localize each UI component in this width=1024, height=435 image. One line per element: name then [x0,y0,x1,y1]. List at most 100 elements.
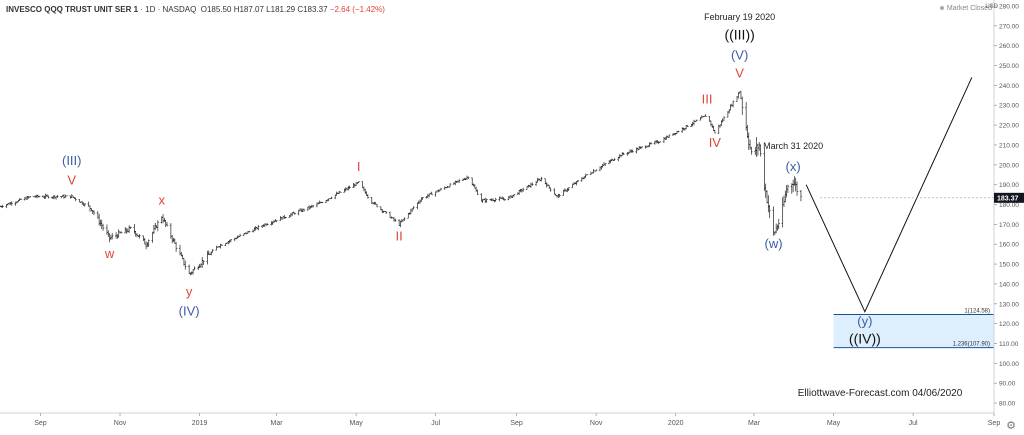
ohlc-bar [426,193,430,199]
ohlc-bar [315,202,319,208]
ohlc-bar [581,176,585,180]
ohlc-bar [352,183,355,188]
ohlc-bar [639,146,642,149]
ohlc-bar [154,222,157,231]
ohlc-bar [799,189,803,202]
ohlc-bar [503,198,507,201]
ohlc-bar [281,215,285,220]
ohlc-bar [344,187,347,192]
projection-line [805,77,973,313]
ohlc-bar [116,234,119,239]
ohlc-bar [365,191,368,196]
y-tick-label: 90.00 [999,381,1016,388]
ohlc-bar [334,194,337,200]
y-tick-label: 150.00 [999,262,1019,269]
ohlc-bar [592,169,595,174]
ohlc-bar [105,224,109,235]
ohlc-bar [667,134,671,138]
ohlc-bar [662,136,666,143]
ohlc-bar [156,220,160,232]
ohlc-bar [215,245,218,251]
ohlc-bar [546,183,550,187]
ohlc-bar [776,224,779,231]
x-tick-label: 2019 [192,420,208,427]
ohlc-bar [412,206,415,210]
ohlc-bar [418,199,422,204]
ohlc-bar [720,120,723,127]
ohlc-bar [200,256,204,268]
ohlc-bar [92,210,96,216]
fib-level-label: 1.236(107.90) [953,342,990,348]
ohlc-bar [220,244,223,246]
ohlc-bar [15,201,19,204]
ohlc-bar [347,185,350,191]
ohlc-bar [610,158,613,162]
annotation-text: February 19 2020 [704,12,775,22]
y-tick-label: 240.00 [999,83,1019,90]
ohlc-bar [583,176,586,179]
ohlc-bar [174,241,178,252]
y-tick-label: 280.00 [999,3,1019,10]
wave-label: ((IV)) [849,331,881,347]
ohlc-bar [44,193,47,199]
ohlc-bar [718,124,722,128]
ohlc-bar [202,260,205,265]
ohlc-bar [741,96,744,115]
ohlc-bar [580,177,583,182]
ohlc-bar [756,143,760,156]
ohlc-bar [10,201,13,206]
ohlc-bar [18,198,21,201]
ohlc-bar [187,264,191,274]
close-value: C183.37 [297,5,328,14]
ohlc-bar [118,231,122,234]
ohlc-bar [138,234,141,239]
x-tick-label: 2020 [668,420,684,427]
symbol-header: INVESCO QQQ TRUST UNIT SER 1 · 1D · NASD… [6,5,385,14]
ohlc-bar [604,163,607,166]
ohlc-bar [484,197,487,203]
ohlc-bar [101,223,105,231]
ohlc-bar [467,176,470,179]
ohlc-bar [691,121,694,127]
ohlc-bar [772,206,775,236]
ohlc-bar [782,195,786,207]
gear-icon[interactable]: ⚙ [1006,420,1016,432]
ohlc-bar [493,200,496,203]
ohlc-bar [525,185,529,190]
x-tick-label: Sep [34,420,47,427]
ohlc-bar [357,181,360,184]
ohlc-bar [257,225,260,231]
ohlc-bar [184,260,187,270]
ohlc-bar [142,235,145,241]
ohlc-bar [781,197,784,228]
y-tick-label: 160.00 [999,242,1019,249]
ohlc-bar [19,198,23,201]
ohlc-bar [97,213,101,226]
currency-label[interactable]: USD [985,4,998,10]
x-tick-label: Nov [590,420,603,427]
ohlc-bar [537,178,540,181]
ohlc-bar [631,149,634,153]
y-tick-label: 100.00 [999,361,1019,368]
ohlc-bar [677,130,680,133]
ohlc-bar [785,185,788,198]
ohlc-bar [566,187,569,193]
symbol-name[interactable]: INVESCO QQQ TRUST UNIT SER 1 [6,5,139,14]
wave-label: (x) [786,159,801,174]
interval[interactable]: 1D [145,5,156,14]
ohlc-bar [206,250,209,265]
ohlc-bar [127,225,131,233]
ohlc-bar [665,135,668,140]
ohlc-bar [421,197,424,200]
ohlc-bar [585,174,589,176]
ohlc-bar [384,211,388,214]
ohlc-bar [622,152,625,156]
ohlc-bar [392,217,396,222]
ohlc-bar [709,120,713,127]
ohlc-bar [164,220,167,227]
ohlc-bar [330,196,333,200]
ohlc-bar [152,224,156,235]
ohlc-bar [420,197,423,202]
ohlc-bar [795,181,799,196]
